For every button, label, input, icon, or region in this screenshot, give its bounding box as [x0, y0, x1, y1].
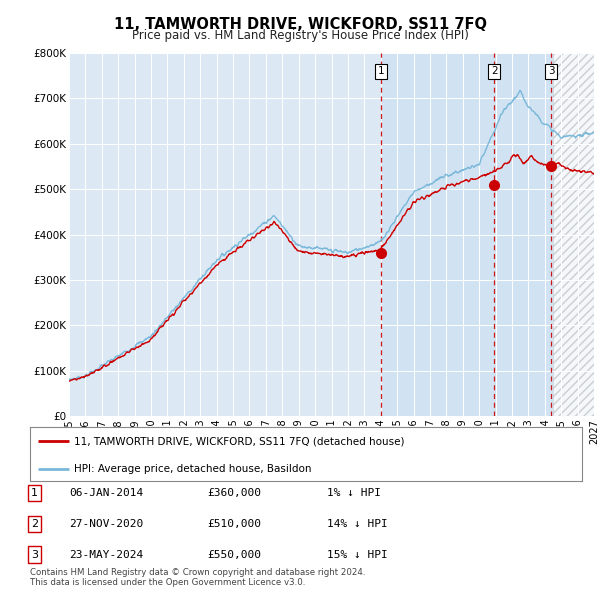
Text: £360,000: £360,000 [207, 488, 261, 497]
Text: Price paid vs. HM Land Registry's House Price Index (HPI): Price paid vs. HM Land Registry's House … [131, 30, 469, 42]
Text: 11, TAMWORTH DRIVE, WICKFORD, SS11 7FQ: 11, TAMWORTH DRIVE, WICKFORD, SS11 7FQ [113, 17, 487, 31]
Text: 3: 3 [31, 550, 38, 559]
Text: 1: 1 [31, 488, 38, 497]
Text: 1% ↓ HPI: 1% ↓ HPI [327, 488, 381, 497]
Bar [382, 53, 553, 416]
Text: 27-NOV-2020: 27-NOV-2020 [69, 519, 143, 529]
Text: 15% ↓ HPI: 15% ↓ HPI [327, 550, 388, 559]
Text: Contains HM Land Registry data © Crown copyright and database right 2024.
This d: Contains HM Land Registry data © Crown c… [30, 568, 365, 587]
Text: 2: 2 [491, 66, 497, 76]
Text: £510,000: £510,000 [207, 519, 261, 529]
Text: 14% ↓ HPI: 14% ↓ HPI [327, 519, 388, 529]
Text: 2: 2 [31, 519, 38, 529]
Text: £550,000: £550,000 [207, 550, 261, 559]
Text: 11, TAMWORTH DRIVE, WICKFORD, SS11 7FQ (detached house): 11, TAMWORTH DRIVE, WICKFORD, SS11 7FQ (… [74, 436, 404, 446]
Text: 3: 3 [548, 66, 554, 76]
Text: HPI: Average price, detached house, Basildon: HPI: Average price, detached house, Basi… [74, 464, 311, 474]
Text: 1: 1 [378, 66, 385, 76]
Text: 23-MAY-2024: 23-MAY-2024 [69, 550, 143, 559]
Text: 06-JAN-2014: 06-JAN-2014 [69, 488, 143, 497]
